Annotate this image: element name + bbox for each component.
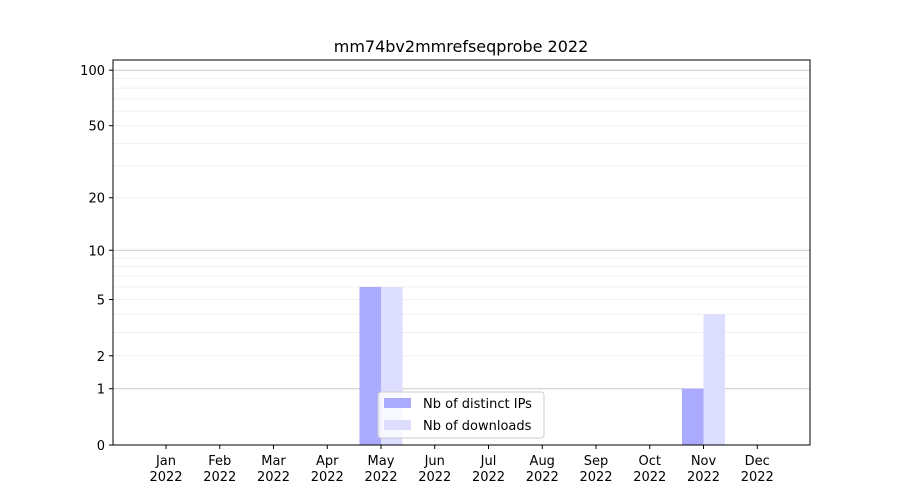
x-tick-label: Mar 2022	[257, 454, 290, 485]
y-tick-label: 5	[97, 293, 105, 308]
x-tick-label: Sep 2022	[579, 454, 612, 485]
bar	[703, 314, 725, 445]
y-tick-label: 20	[88, 192, 105, 207]
y-tick-label: 2	[97, 350, 105, 365]
y-tick-label: 100	[80, 64, 105, 79]
bar	[682, 388, 704, 445]
x-tick-label: Jun 2022	[418, 454, 451, 485]
x-tick-label: Dec 2022	[741, 454, 774, 485]
x-tick-label: Oct 2022	[633, 454, 666, 485]
bar	[359, 286, 381, 445]
legend-label-downloads: Nb of downloads	[423, 419, 532, 434]
x-tick-label: May 2022	[364, 454, 397, 485]
x-tick-label: Apr 2022	[311, 454, 344, 485]
legend-swatch-ips	[384, 398, 411, 408]
legend-label-ips: Nb of distinct IPs	[423, 397, 532, 412]
y-tick-label: 0	[97, 439, 105, 454]
plot-frame	[112, 59, 811, 446]
x-tick-label: Feb 2022	[203, 454, 236, 485]
y-tick-label: 1	[97, 383, 105, 398]
y-tick-label: 10	[88, 244, 105, 259]
legend: Nb of distinct IPs Nb of downloads	[377, 391, 545, 439]
x-tick-label: Aug 2022	[526, 454, 559, 485]
y-tick-label: 50	[88, 120, 105, 135]
x-tick-label: Jan 2022	[149, 454, 182, 485]
x-tick-label: Jul 2022	[472, 454, 505, 485]
x-tick-label: Nov 2022	[687, 454, 720, 485]
chart-title: mm74bv2mmrefseqprobe 2022	[334, 37, 589, 56]
legend-swatch-downloads	[384, 420, 411, 430]
